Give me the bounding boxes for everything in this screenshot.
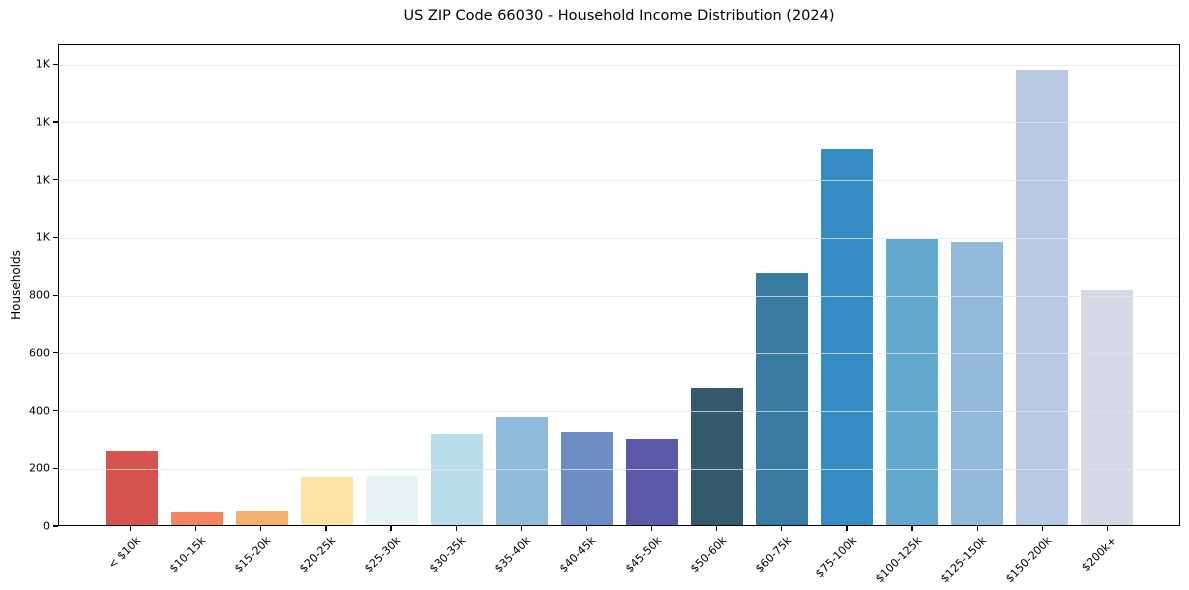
bar-$50-60k — [690, 387, 743, 525]
bar-$45-50k — [625, 439, 678, 525]
x-tick-label: $50-60k — [687, 534, 729, 576]
y-tick-mark — [53, 409, 58, 412]
x-tick-mark — [1041, 526, 1043, 531]
x-tick-mark — [911, 526, 913, 531]
bar-$20-25k — [300, 476, 353, 525]
x-tick-label: $30-35k — [427, 534, 469, 576]
bar-$75-100k — [820, 149, 873, 525]
bar-$35-40k — [495, 416, 548, 525]
x-tick-mark — [716, 526, 718, 531]
gridline — [59, 122, 1179, 124]
gridline — [59, 237, 1179, 239]
y-tick-label: 1K — [35, 230, 50, 244]
x-tick-label: < $10k — [105, 534, 143, 572]
bar-$150-200k — [1015, 70, 1068, 525]
gridline — [59, 411, 1179, 413]
bar-$40-45k — [560, 431, 613, 525]
y-tick-mark — [53, 121, 58, 123]
plot-area — [58, 44, 1180, 526]
x-tick-label: $125-150k — [938, 534, 990, 586]
x-tick-mark — [195, 526, 197, 531]
y-tick-label: 1K — [35, 57, 50, 71]
gridline — [59, 295, 1179, 297]
bar-slot — [294, 45, 359, 525]
y-tick-label: 600 — [29, 346, 50, 360]
x-tick-label: $40-45k — [557, 534, 599, 576]
x-tick-label: $60-75k — [752, 534, 795, 576]
y-tick-mark — [53, 467, 58, 469]
x-tick-mark — [260, 526, 262, 531]
x-tick-label: $75-100k — [812, 534, 860, 581]
y-tick-mark — [53, 63, 58, 65]
y-axis-label: Households — [9, 250, 23, 320]
x-tick-label: $10-15k — [166, 534, 208, 576]
gridline — [59, 353, 1179, 355]
x-tick-mark — [129, 526, 132, 531]
bar-slot — [684, 45, 749, 525]
x-tick-label: $150-200k — [1003, 534, 1055, 586]
y-tick-label: 1K — [35, 173, 50, 187]
bar-$25-30k — [365, 475, 418, 525]
gridline — [59, 468, 1179, 470]
y-tick-label: 1K — [35, 115, 50, 129]
bar-slot — [424, 45, 489, 525]
x-tick-label: $100-125k — [873, 534, 925, 586]
bar-$100-125k — [885, 239, 938, 525]
x-tick-label: $200k+ — [1079, 534, 1120, 575]
x-tick-label: $35-40k — [492, 534, 534, 576]
x-tick-label: $15-20k — [231, 534, 274, 576]
bar-slot — [879, 45, 944, 525]
y-tick-label: 200 — [29, 461, 50, 475]
y-tick-label: 0 — [43, 519, 50, 533]
x-tick-mark — [520, 526, 522, 531]
x-tick-mark — [455, 526, 457, 531]
chart-title: US ZIP Code 66030 - Household Income Dis… — [403, 8, 835, 24]
bar-slot — [554, 45, 619, 525]
bar-slot — [359, 45, 424, 525]
bar-slot — [944, 45, 1009, 525]
x-tick-mark — [650, 526, 653, 531]
bar-slot — [749, 45, 814, 525]
bar-$60-75k — [755, 273, 808, 525]
bar-slot — [1009, 45, 1074, 525]
x-tick-mark — [325, 526, 327, 531]
x-tick-mark — [846, 526, 848, 531]
y-tick-mark — [53, 352, 58, 354]
y-tick-mark — [53, 179, 58, 181]
gridline — [59, 180, 1179, 182]
bar-slot — [619, 45, 684, 525]
y-tick-mark — [53, 294, 58, 296]
x-tick-label: $25-30k — [361, 534, 404, 576]
x-tick-mark — [585, 526, 588, 531]
bar-slot — [164, 45, 229, 525]
gridline — [59, 64, 1179, 66]
bar-< $10k — [105, 450, 158, 525]
y-tick-label: 400 — [29, 404, 50, 418]
bar-slot — [489, 45, 554, 525]
bar-$10-15k — [170, 512, 223, 525]
x-tick-label: $20-25k — [296, 534, 339, 576]
x-tick-mark — [976, 526, 978, 531]
bar-$125-150k — [950, 242, 1003, 525]
bar-slot — [99, 45, 164, 525]
bar-slot — [1074, 45, 1139, 525]
x-tick-mark — [781, 526, 783, 531]
x-tick-label: $45-50k — [622, 534, 664, 576]
x-tick-mark — [390, 526, 392, 531]
y-tick-mark — [53, 525, 58, 527]
bar-$15-20k — [235, 510, 288, 525]
y-tick-mark — [53, 236, 58, 238]
bar-$30-35k — [430, 433, 483, 525]
bar-$200k+ — [1080, 290, 1133, 525]
y-tick-label: 800 — [29, 288, 50, 302]
x-tick-mark — [1106, 526, 1109, 531]
bars-container — [99, 45, 1139, 525]
bar-slot — [229, 45, 294, 525]
bar-slot — [814, 45, 879, 525]
